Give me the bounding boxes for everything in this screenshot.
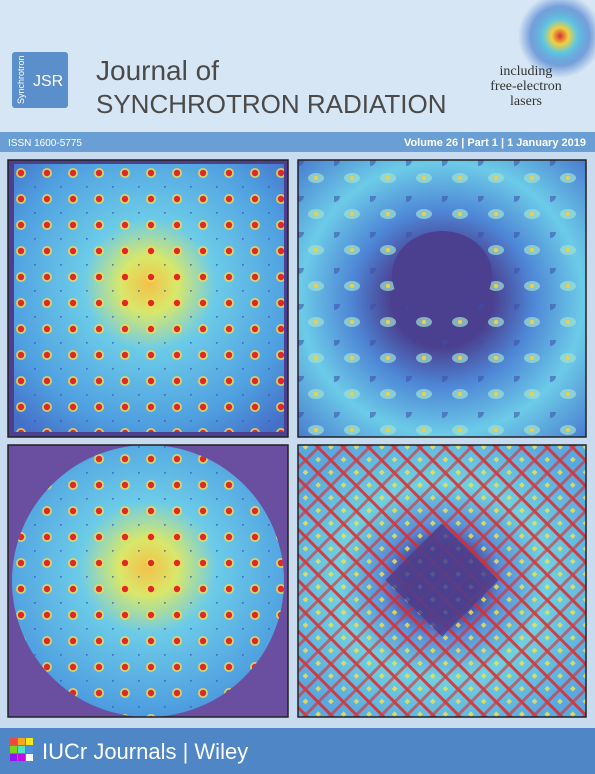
issue-bar (0, 132, 595, 152)
title-line1: Journal of (96, 55, 219, 86)
panel-top-right (297, 159, 587, 438)
footer-icon (10, 738, 33, 761)
panel-bottom-right (297, 444, 587, 718)
tagline: lasers (510, 94, 542, 109)
logo (12, 52, 68, 108)
footer-bg (0, 728, 595, 774)
logo-abbr: JSR (33, 73, 63, 90)
header-image (518, 0, 595, 78)
tagline: including (500, 64, 553, 79)
issue: Volume 26 | Part 1 | 1 January 2019 (404, 137, 586, 149)
tagline: free-electron (490, 79, 562, 94)
title-line2: SYNCHROTRON RADIATION (96, 89, 447, 119)
panel-top-left (7, 159, 289, 438)
issn: ISSN 1600-5775 (8, 138, 82, 149)
panel-bottom-left (7, 444, 289, 718)
logo-vertical: Synchrotron (16, 55, 26, 104)
footer-text: IUCr Journals | Wiley (42, 739, 248, 764)
header-bg (0, 0, 595, 132)
